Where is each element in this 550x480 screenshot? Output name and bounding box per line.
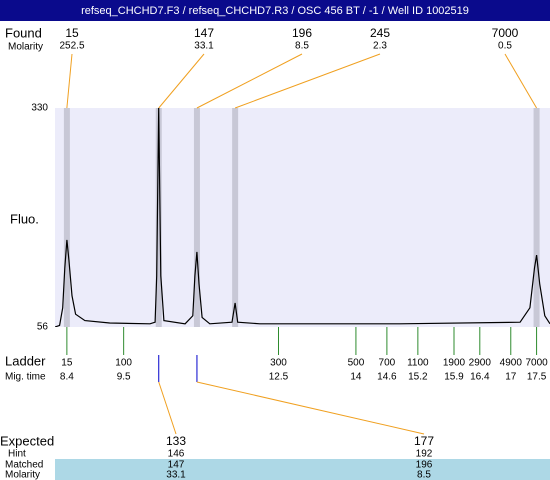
ladder-size: 2900 xyxy=(469,358,492,369)
y-label: Fluo. xyxy=(10,211,39,226)
found-connector xyxy=(66,53,73,109)
ladder-time: 14 xyxy=(350,372,362,383)
ladder-time: 16.4 xyxy=(470,372,490,383)
found-molarity: 33.1 xyxy=(194,41,214,52)
expected-label: Expected xyxy=(0,433,54,448)
found-size: 196 xyxy=(292,26,312,40)
expected-matched: 196 xyxy=(416,460,433,471)
matched-label: Matched xyxy=(5,460,43,471)
ladder-time: 15.9 xyxy=(444,372,464,383)
ladder-size: 100 xyxy=(115,358,132,369)
found-molarity: 252.5 xyxy=(59,41,84,52)
ladder-time: 8.4 xyxy=(60,372,74,383)
found-connector xyxy=(234,53,381,109)
expected-matched: 147 xyxy=(168,460,185,471)
ladder-size: 4900 xyxy=(500,358,523,369)
title: refseq_CHCHD7.F3 / refseq_CHCHD7.R3 / OS… xyxy=(81,5,469,17)
expected-hint: 146 xyxy=(168,449,185,460)
ladder-size: 700 xyxy=(379,358,396,369)
peak-band xyxy=(533,108,540,327)
found-size: 245 xyxy=(370,26,390,40)
expected-connector xyxy=(196,381,425,435)
found-size: 15 xyxy=(65,26,79,40)
expected-size: 177 xyxy=(414,434,434,448)
molarity-label: Molarity xyxy=(5,470,40,480)
ladder-size: 15 xyxy=(61,358,73,369)
molarity-label: Molarity xyxy=(8,42,43,53)
hint-label: Hint xyxy=(8,449,26,460)
expected-size: 133 xyxy=(166,434,186,448)
trace xyxy=(55,108,550,327)
ladder-label: Ladder xyxy=(5,353,46,368)
found-label: Found xyxy=(5,25,42,40)
peak-band xyxy=(155,108,162,327)
ladder-time: 17 xyxy=(505,372,517,383)
ladder-size: 500 xyxy=(348,358,365,369)
found-size: 7000 xyxy=(492,26,519,40)
peak-band xyxy=(232,108,239,327)
expected-molarity: 33.1 xyxy=(166,470,186,480)
found-size: 147 xyxy=(194,26,214,40)
found-connector xyxy=(196,53,303,109)
ladder-size: 7000 xyxy=(525,358,548,369)
ladder-time: 15.2 xyxy=(408,372,428,383)
ladder-time: 14.6 xyxy=(377,372,397,383)
plot-area xyxy=(55,108,550,327)
title-bar xyxy=(0,0,550,21)
expected-hint: 192 xyxy=(416,449,433,460)
time-label: Mig. time xyxy=(5,372,46,383)
ladder-size: 1100 xyxy=(407,358,429,369)
ladder-size: 300 xyxy=(270,358,287,369)
matched-band xyxy=(55,459,550,480)
found-molarity: 8.5 xyxy=(295,41,309,52)
ladder-time: 12.5 xyxy=(269,372,289,383)
ladder-time: 9.5 xyxy=(117,372,131,383)
ladder-size: 1900 xyxy=(443,358,466,369)
peak-band xyxy=(193,108,200,327)
expected-connector xyxy=(158,381,177,435)
peak-band xyxy=(63,108,70,327)
ladder-time: 17.5 xyxy=(527,372,547,383)
expected-molarity: 8.5 xyxy=(417,470,431,480)
found-molarity: 2.3 xyxy=(373,41,387,52)
found-connector xyxy=(504,53,538,109)
found-molarity: 0.5 xyxy=(498,41,512,52)
found-connector xyxy=(158,53,205,109)
y-tick-label: 330 xyxy=(31,103,48,114)
y-tick-label: 56 xyxy=(37,322,49,333)
